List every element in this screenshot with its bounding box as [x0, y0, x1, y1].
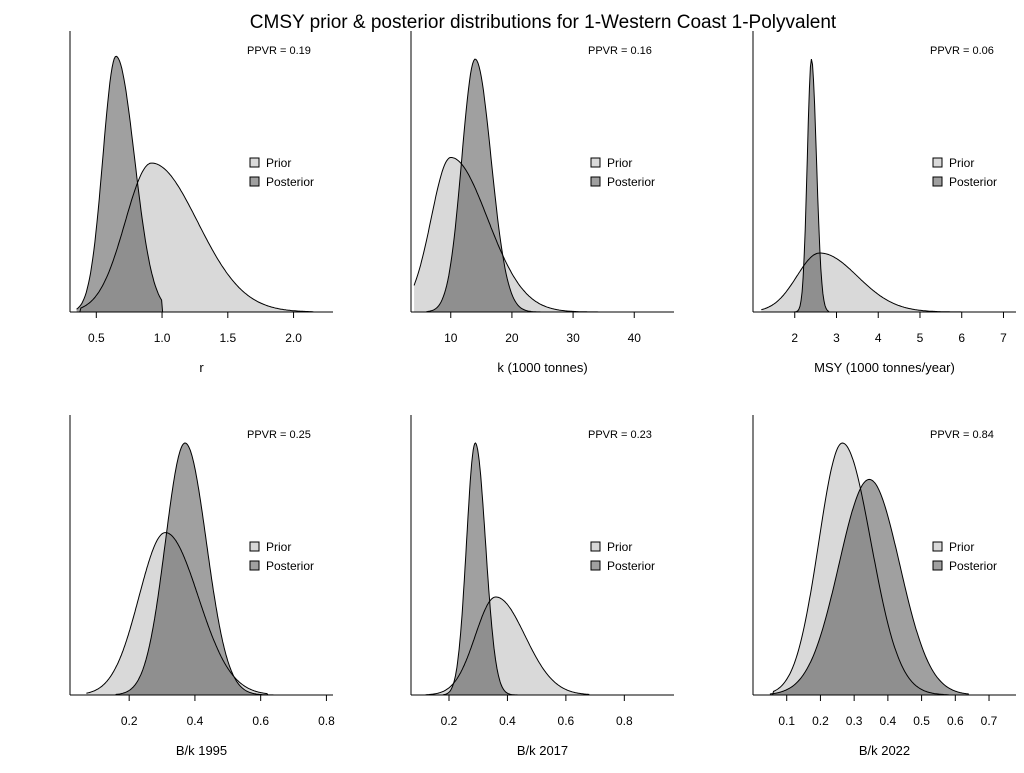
panel-6: 0.1 0.2 0.3 0.4 0.5 0.6 0.7 B/k 2022 PPVR = 0.84… [752, 415, 1016, 758]
overlap-area [414, 164, 653, 312]
overlap-area [769, 488, 969, 695]
x-tick-label: 7 [1000, 331, 1007, 345]
legend-swatch-prior [590, 541, 601, 552]
legend-swatch-prior [249, 157, 260, 168]
posterior-area [761, 59, 991, 312]
legend-label-prior: Prior [949, 540, 974, 554]
x-tick-label: 0.6 [558, 714, 575, 728]
x-tick-label: 0.4 [499, 714, 516, 728]
x-tick-label: 1.0 [154, 331, 171, 345]
overlap-area [86, 532, 274, 695]
panel-5: 0.2 0.4 0.6 0.8 B/k 2017 PPVR = 0.23 Prior Post… [410, 415, 674, 758]
x-tick-label: 1.5 [219, 331, 236, 345]
prior-area [425, 597, 590, 695]
x-tick-label: 20 [505, 331, 519, 345]
legend-label-prior: Prior [949, 156, 974, 170]
prior-curve [769, 442, 969, 696]
overlap-area [761, 253, 991, 312]
prior-area [761, 253, 991, 312]
overlap-area [76, 184, 314, 312]
legend-swatch-posterior [932, 176, 943, 187]
x-axis-label: k (1000 tonnes) [497, 360, 587, 375]
ppvr-label: PPVR = 0.84 [930, 429, 994, 441]
x-tick-label: 0.8 [616, 714, 633, 728]
legend-label-prior: Prior [607, 156, 632, 170]
legend-swatch-prior [590, 157, 601, 168]
legend-label-prior: Prior [266, 540, 291, 554]
posterior-curve [769, 478, 969, 695]
x-tick-label: 5 [917, 331, 924, 345]
x-axis-label: MSY (1000 tonnes/year) [814, 360, 955, 375]
x-axis-label: B/k 2017 [517, 743, 568, 758]
posterior-curve [86, 442, 274, 696]
ppvr-label: PPVR = 0.16 [588, 45, 652, 57]
x-tick-label: 2.0 [285, 331, 302, 345]
x-tick-label: 0.6 [947, 714, 964, 728]
x-tick-label: 2 [791, 331, 798, 345]
x-axis-label: B/k 1995 [176, 743, 227, 758]
x-tick-label: 0.5 [88, 331, 105, 345]
x-tick-label: 0.5 [913, 714, 930, 728]
x-tick-label: 3 [833, 331, 840, 345]
legend-swatch-posterior [932, 560, 943, 571]
legend-swatch-prior [932, 157, 943, 168]
x-tick-label: 0.2 [121, 714, 138, 728]
legend-swatch-posterior [249, 560, 260, 571]
panel-4: 0.2 0.4 0.6 0.8 B/k 1995 PPVR = 0.25 Prior Post… [69, 415, 335, 758]
x-tick-label: 0.1 [778, 714, 795, 728]
legend-label-posterior: Posterior [266, 559, 314, 573]
ppvr-label: PPVR = 0.19 [247, 45, 311, 57]
x-tick-label: 6 [958, 331, 965, 345]
x-tick-label: 0.2 [812, 714, 829, 728]
legend-label-prior: Prior [266, 156, 291, 170]
x-tick-label: 40 [628, 331, 642, 345]
x-tick-label: 0.2 [441, 714, 458, 728]
x-tick-label: 0.7 [981, 714, 998, 728]
legend-label-posterior: Posterior [949, 175, 997, 189]
prior-curve [76, 162, 314, 313]
x-tick-label: 30 [566, 331, 580, 345]
x-axis-label: B/k 2022 [859, 743, 910, 758]
ppvr-label: PPVR = 0.25 [247, 429, 311, 441]
legend-label-posterior: Posterior [266, 175, 314, 189]
overlap-area [425, 601, 590, 695]
legend-swatch-prior [932, 541, 943, 552]
legend-swatch-posterior [249, 176, 260, 187]
panel-1: 0.5 1.0 1.5 2.0 r PPVR = 0.19 Prior Posterior [69, 31, 333, 375]
x-tick-label: 10 [444, 331, 458, 345]
legend-swatch-prior [249, 541, 260, 552]
legend-swatch-posterior [590, 560, 601, 571]
x-tick-label: 0.4 [187, 714, 204, 728]
panel-3: 2 3 4 5 6 7 MSY (1000 tonnes/year) PPVR = 0.06 P… [752, 31, 1016, 375]
legend-label-posterior: Posterior [607, 175, 655, 189]
x-tick-label: 0.3 [846, 714, 863, 728]
legend-label-posterior: Posterior [949, 559, 997, 573]
prior-curve [86, 532, 274, 696]
ppvr-label: PPVR = 0.06 [930, 45, 994, 57]
x-tick-label: 0.8 [318, 714, 335, 728]
legend-swatch-posterior [590, 176, 601, 187]
figure-title: CMSY prior & posterior distributions for… [250, 12, 837, 33]
x-tick-label: 0.4 [880, 714, 897, 728]
x-tick-label: 4 [875, 331, 882, 345]
x-tick-label: 0.6 [252, 714, 269, 728]
x-axis-label: r [199, 360, 204, 375]
legend-label-prior: Prior [607, 540, 632, 554]
legend-label-posterior: Posterior [607, 559, 655, 573]
posterior-area [425, 443, 590, 695]
ppvr-label: PPVR = 0.23 [588, 429, 652, 441]
panel-2: 10 20 30 40 k (1000 tonnes) PPVR = 0.16 Prior P… [410, 31, 674, 375]
